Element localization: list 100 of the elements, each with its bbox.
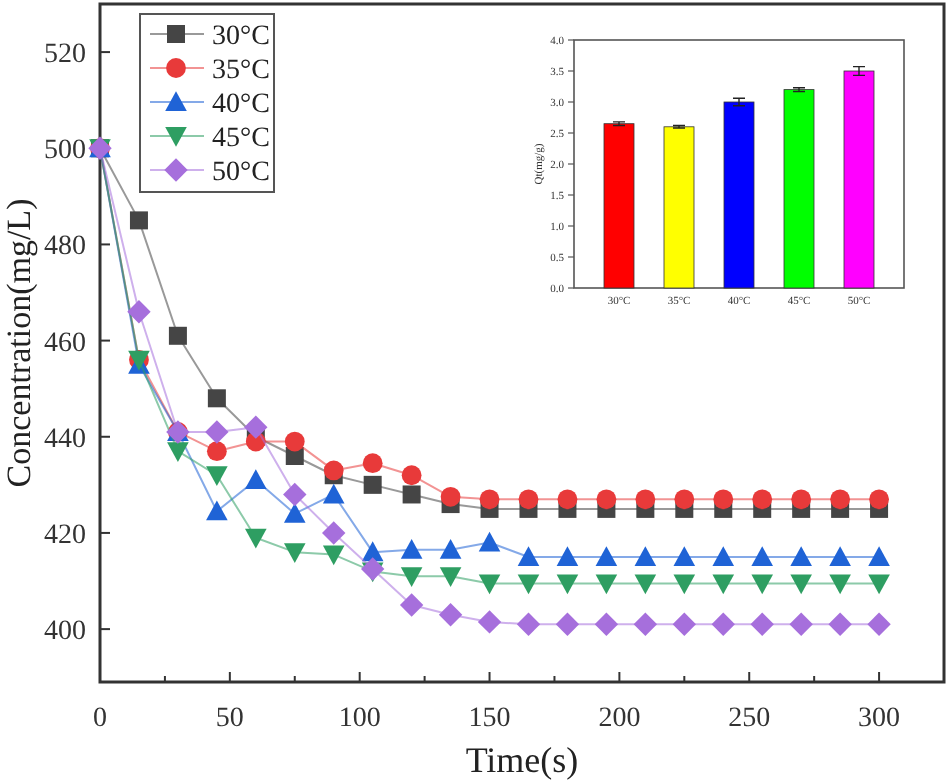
point — [129, 211, 148, 230]
y-tick-label: 460 — [44, 328, 86, 359]
point — [712, 546, 735, 566]
x-axis-title: Time(s) — [465, 740, 579, 780]
point — [828, 612, 852, 636]
point — [517, 574, 540, 595]
point — [596, 489, 617, 510]
point — [400, 538, 423, 559]
point — [363, 475, 382, 494]
point — [323, 460, 344, 481]
point — [751, 546, 774, 566]
y-tick-label: 400 — [44, 617, 86, 648]
legend-label: 50°C — [212, 158, 270, 188]
point — [635, 489, 656, 510]
y-tick-label: 520 — [44, 40, 86, 71]
point — [361, 541, 384, 562]
point — [557, 489, 578, 510]
point — [673, 574, 696, 595]
point — [517, 546, 540, 566]
point — [206, 441, 227, 462]
point — [673, 546, 696, 566]
point — [322, 545, 345, 566]
point — [206, 500, 228, 521]
bar — [723, 101, 755, 289]
x-tick-label: 50 — [215, 704, 244, 734]
point — [284, 431, 305, 452]
point — [674, 489, 695, 510]
point — [869, 489, 889, 510]
point — [479, 489, 500, 510]
point — [283, 502, 306, 523]
point — [283, 543, 306, 563]
point — [207, 389, 226, 408]
point — [439, 538, 462, 559]
bar — [843, 70, 875, 289]
bar — [603, 123, 635, 289]
point — [245, 528, 267, 549]
point — [440, 486, 461, 507]
x-tick-label: 250 — [728, 704, 771, 734]
legend-label: 40°C — [212, 90, 270, 120]
point — [206, 466, 228, 487]
point — [634, 546, 657, 566]
point — [283, 482, 307, 507]
bar — [663, 126, 695, 289]
bar — [783, 89, 815, 289]
point — [439, 567, 462, 588]
point — [360, 557, 385, 581]
legend-label: 35°C — [212, 56, 270, 86]
point — [322, 521, 346, 545]
point — [750, 612, 774, 636]
point — [712, 574, 735, 595]
point — [399, 593, 424, 617]
point — [556, 574, 579, 595]
point — [595, 546, 618, 566]
x-tick-label: 200 — [598, 704, 641, 734]
point — [362, 453, 383, 474]
point — [205, 420, 229, 444]
y-tick-label: 420 — [44, 520, 86, 551]
point — [167, 442, 189, 462]
point — [516, 612, 541, 636]
point — [478, 531, 501, 552]
point — [711, 612, 735, 636]
point — [634, 574, 657, 595]
point — [867, 612, 891, 636]
point — [752, 489, 773, 510]
point — [401, 465, 422, 486]
point — [438, 602, 463, 627]
point — [168, 326, 187, 345]
x-tick-label: 0 — [93, 704, 107, 734]
x-tick-label: 150 — [468, 704, 511, 734]
y-axis-title: Concentration(mg/L) — [0, 198, 38, 488]
point — [751, 574, 774, 595]
point — [713, 489, 734, 510]
point — [830, 489, 851, 510]
point — [595, 574, 618, 595]
point — [790, 574, 812, 595]
legend-label: 30°C — [212, 22, 270, 52]
point — [556, 546, 579, 566]
y-tick-label: 480 — [44, 232, 86, 263]
point — [478, 574, 501, 595]
x-tick-label: 100 — [338, 704, 381, 734]
point — [868, 574, 890, 595]
point — [400, 567, 423, 588]
point — [633, 612, 658, 636]
x-tick-label: 300 — [858, 704, 901, 734]
point — [789, 612, 813, 636]
point — [829, 574, 851, 595]
point — [672, 612, 697, 636]
point — [322, 483, 345, 504]
point — [127, 300, 151, 324]
point — [245, 469, 267, 490]
point — [791, 489, 812, 510]
point — [790, 546, 812, 566]
point — [518, 489, 539, 510]
y-tick-label: 440 — [44, 424, 86, 455]
y-tick-label: 500 — [44, 136, 86, 167]
point — [555, 612, 580, 636]
point — [829, 546, 851, 566]
point — [402, 485, 421, 504]
legend-label: 45°C — [212, 124, 270, 154]
point — [868, 546, 890, 566]
